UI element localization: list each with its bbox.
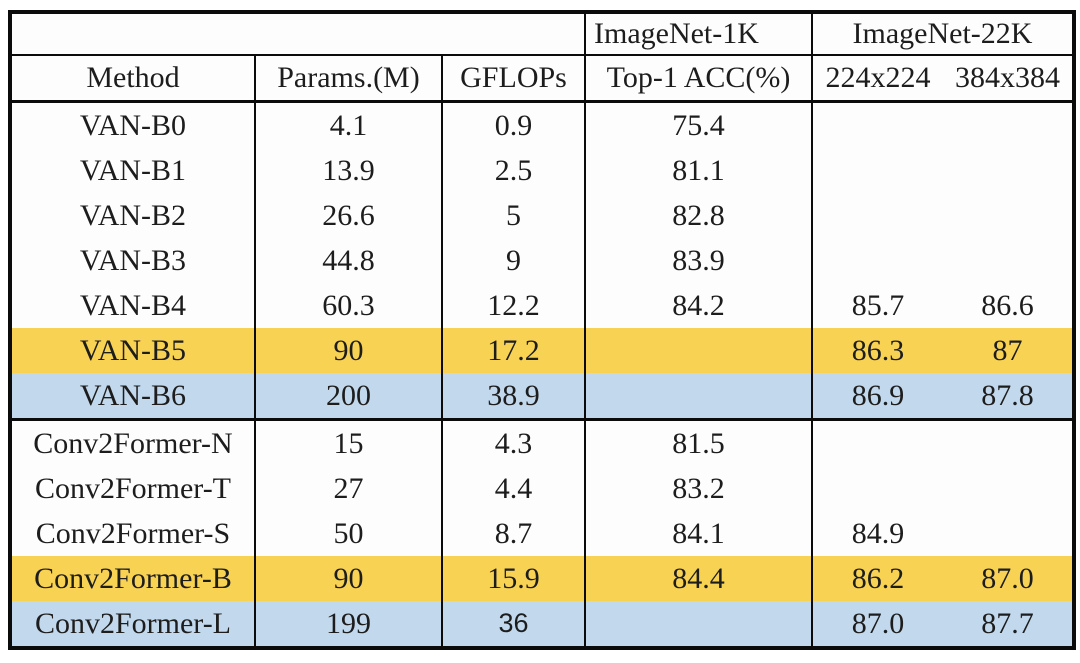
cell-params: 44.8 bbox=[254, 238, 442, 283]
cell-top1: 82.8 bbox=[584, 193, 812, 238]
cell-top1 bbox=[584, 601, 812, 648]
cell-acc224: 86.9 bbox=[811, 373, 943, 420]
cell-gflops: 4.3 bbox=[441, 418, 585, 466]
cell-acc384 bbox=[943, 102, 1074, 149]
column-header-method: Method bbox=[10, 55, 255, 103]
cell-params: 199 bbox=[254, 601, 442, 648]
table-row: VAN-B2 26.6 5 82.8 bbox=[10, 193, 1074, 238]
cell-method: VAN-B3 bbox=[79, 244, 187, 277]
column-header-gflops: GFLOPs bbox=[441, 55, 585, 103]
table-row: Conv2Former-T 27 4.4 83.2 bbox=[10, 466, 1074, 511]
table-row-highlight-blue: Conv2Former-L 199 36 87.0 87.7 bbox=[10, 601, 1074, 648]
group-header-imagenet22k: ImageNet-22K bbox=[811, 12, 1074, 56]
cell-acc384: 87.8 bbox=[943, 373, 1074, 420]
column-header-top1: Top-1 ACC(%) bbox=[584, 55, 812, 103]
table-row-highlight-yellow: Conv2Former-B 90 15.9 84.4 86.2 87.0 bbox=[10, 556, 1074, 601]
cell-method: VAN-B5 bbox=[10, 328, 255, 373]
cell-acc224 bbox=[811, 193, 943, 238]
cell-top1: 84.4 bbox=[584, 556, 812, 601]
cell-method: VAN-B2 bbox=[79, 199, 187, 232]
cell-gflops: 8.7 bbox=[441, 511, 585, 556]
cell-gflops: 36 bbox=[441, 601, 585, 648]
cell-top1: 75.4 bbox=[584, 101, 812, 148]
cell-gflops: 15.9 bbox=[441, 556, 585, 601]
cell-method: Conv2Former-T bbox=[34, 472, 232, 505]
cell-method: Conv2Former-L bbox=[10, 601, 255, 648]
cell-params: 90 bbox=[254, 328, 442, 373]
table-row: Conv2Former-S 50 8.7 84.1 84.9 bbox=[10, 511, 1074, 556]
cell-acc224 bbox=[811, 148, 943, 193]
cell-params: 26.6 bbox=[254, 193, 442, 238]
cell-params: 90 bbox=[254, 556, 442, 601]
column-header-params: Params.(M) bbox=[254, 55, 442, 103]
cell-gflops: 12.2 bbox=[441, 283, 585, 328]
cell-acc224 bbox=[811, 238, 943, 283]
cell-gflops: 0.9 bbox=[441, 101, 585, 148]
cell-params: 50 bbox=[254, 511, 442, 556]
cell-acc384 bbox=[943, 466, 1074, 511]
cell-method: Conv2Former-N bbox=[10, 418, 255, 466]
cell-acc224: 86.3 bbox=[811, 328, 943, 373]
cell-params: 15 bbox=[254, 418, 442, 466]
cell-top1 bbox=[584, 373, 812, 420]
cell-top1: 83.9 bbox=[584, 238, 812, 283]
cell-gflops: 9 bbox=[441, 238, 585, 283]
merged-empty-cell bbox=[10, 12, 585, 56]
cell-top1: 84.2 bbox=[584, 283, 812, 328]
cell-acc384 bbox=[943, 418, 1074, 466]
cell-top1 bbox=[584, 328, 812, 373]
cell-acc224: 86.2 bbox=[811, 556, 943, 601]
cell-acc224 bbox=[811, 466, 943, 511]
cell-params: 60.3 bbox=[254, 283, 442, 328]
cell-acc384 bbox=[943, 511, 1074, 556]
cell-method: VAN-B6 bbox=[10, 373, 255, 420]
cell-gflops: 2.5 bbox=[441, 148, 585, 193]
cell-params: 4.1 bbox=[254, 101, 442, 148]
table-row: VAN-B0 4.1 0.9 75.4 bbox=[10, 101, 1074, 149]
cell-gflops: 38.9 bbox=[441, 373, 585, 420]
cell-acc384: 87 bbox=[943, 328, 1074, 373]
column-header-384: 384x384 bbox=[943, 55, 1074, 103]
cell-gflops: 5 bbox=[441, 193, 585, 238]
table-row: VAN-B4 60.3 12.2 84.2 85.7 86.6 bbox=[10, 283, 1074, 328]
cell-acc384: 87.7 bbox=[943, 601, 1074, 648]
cell-acc384: 86.6 bbox=[981, 289, 1034, 322]
cell-acc224 bbox=[811, 101, 943, 148]
cell-acc384 bbox=[943, 148, 1074, 193]
cell-params: 27 bbox=[254, 466, 442, 511]
cell-acc224 bbox=[811, 418, 943, 466]
cell-method: Conv2Former-S bbox=[35, 517, 231, 550]
cell-top1: 84.1 bbox=[584, 511, 812, 556]
table-row-highlight-yellow: VAN-B5 90 17.2 86.3 87 bbox=[10, 328, 1074, 373]
table-row: VAN-B1 13.9 2.5 81.1 bbox=[10, 148, 1074, 193]
cell-method: VAN-B4 bbox=[79, 289, 187, 322]
column-header-row: Method Params.(M) GFLOPs Top-1 ACC(%) 22… bbox=[10, 55, 1074, 103]
column-header-224: 224x224 bbox=[811, 55, 943, 103]
cell-method: VAN-B0 bbox=[79, 109, 187, 142]
table-row: Conv2Former-N 15 4.3 81.5 bbox=[10, 418, 1074, 466]
table-row-highlight-blue: VAN-B6 200 38.9 86.9 87.8 bbox=[10, 373, 1074, 420]
cell-gflops: 4.4 bbox=[441, 466, 585, 511]
cell-top1: 81.5 bbox=[584, 418, 812, 466]
cell-acc384 bbox=[943, 238, 1074, 283]
group-header-row: ImageNet-1K ImageNet-22K bbox=[10, 12, 1074, 56]
cell-acc224: 87.0 bbox=[811, 601, 943, 648]
cell-top1: 81.1 bbox=[584, 148, 812, 193]
cell-method: Conv2Former-B bbox=[10, 556, 255, 601]
cell-top1: 83.2 bbox=[584, 466, 812, 511]
cell-params: 200 bbox=[254, 373, 442, 420]
cell-acc224: 85.7 bbox=[811, 283, 943, 328]
cell-acc224: 84.9 bbox=[811, 511, 943, 556]
results-table: ImageNet-1K ImageNet-22K Method Params.(… bbox=[8, 10, 1076, 650]
cell-acc384 bbox=[943, 193, 1074, 238]
table-row: VAN-B3 44.8 9 83.9 bbox=[10, 238, 1074, 283]
cell-gflops: 17.2 bbox=[441, 328, 585, 373]
cell-acc384: 87.0 bbox=[943, 556, 1074, 601]
cell-params: 13.9 bbox=[254, 148, 442, 193]
group-header-imagenet1k: ImageNet-1K bbox=[584, 12, 812, 56]
cell-method: VAN-B1 bbox=[79, 154, 187, 187]
